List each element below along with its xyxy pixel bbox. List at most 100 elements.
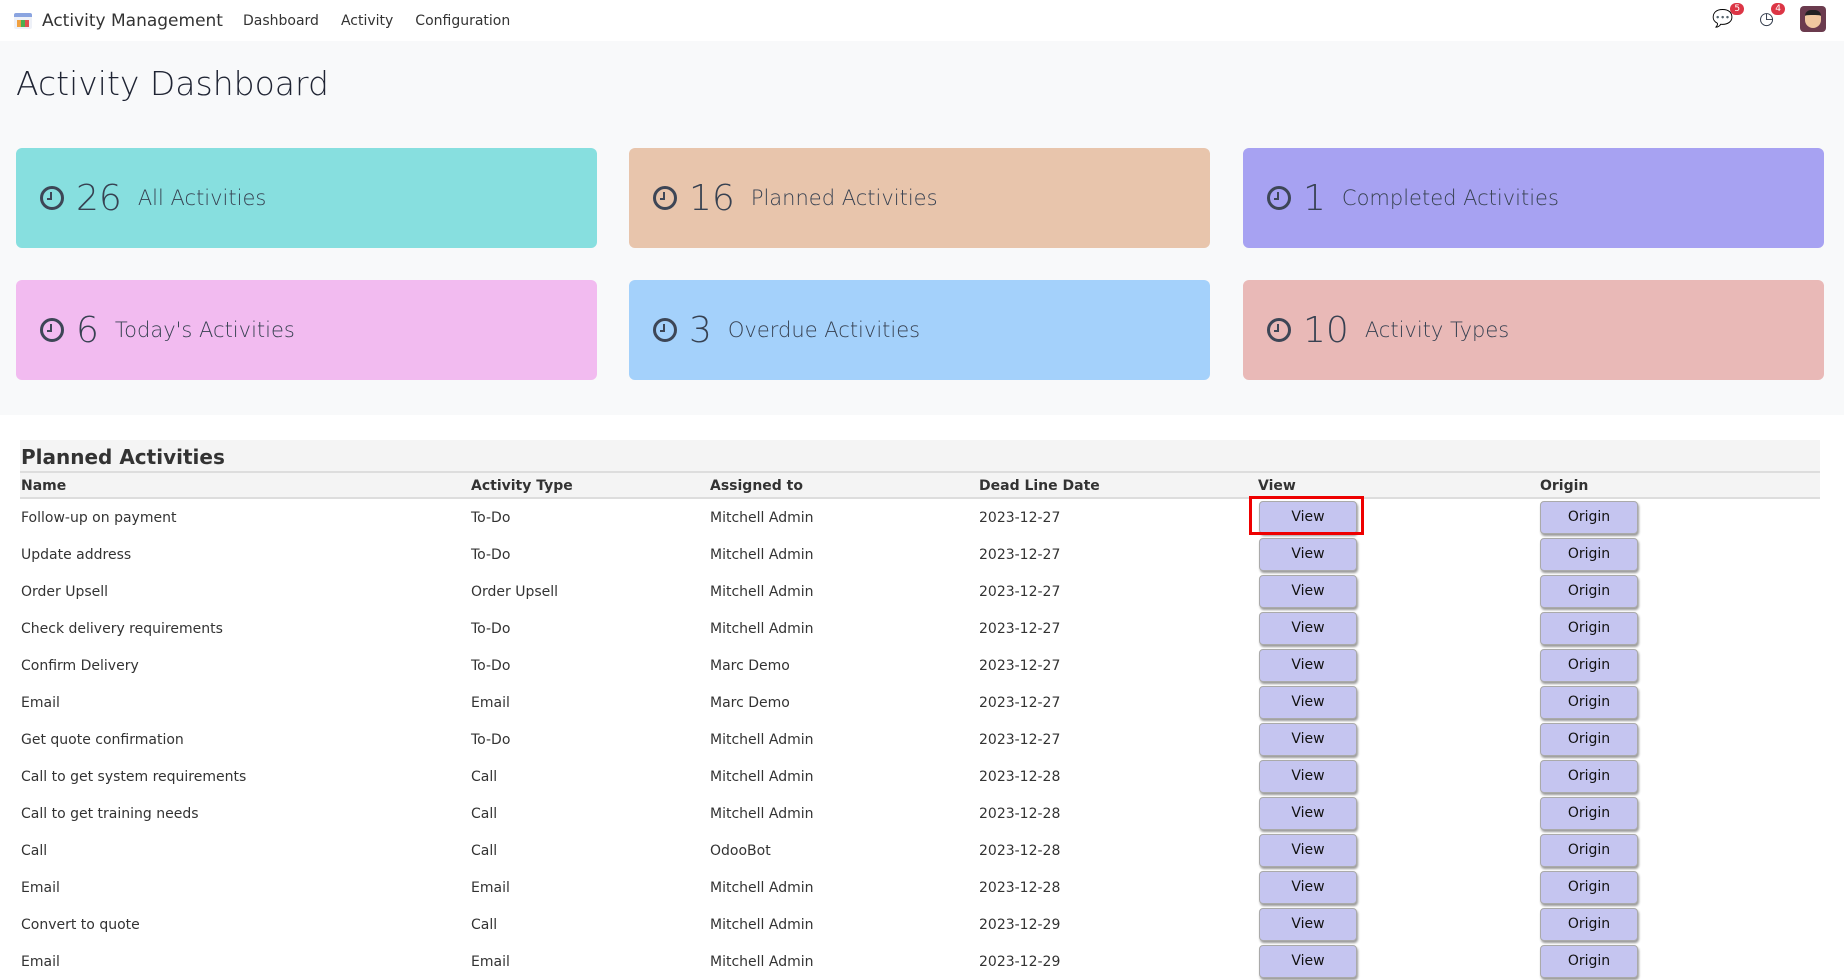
cell-deadline: 2023-12-28 — [979, 768, 1061, 785]
cell-assigned-to: Marc Demo — [710, 657, 790, 674]
table-title: Planned Activities — [20, 440, 1820, 473]
app-logo-icon[interactable] — [14, 12, 32, 29]
origin-button[interactable]: Origin — [1540, 871, 1638, 904]
table-row: Email Email Mitchell Admin 2023-12-28 View Or… — [20, 869, 1820, 906]
view-button[interactable]: View — [1259, 797, 1357, 830]
view-button[interactable]: View — [1259, 686, 1357, 719]
card-count: 3 — [689, 309, 712, 351]
origin-button[interactable]: Origin — [1540, 649, 1638, 682]
nav-dashboard[interactable]: Dashboard — [242, 12, 319, 29]
card-label: Planned Activities — [750, 186, 938, 210]
cell-name: Call to get system requirements — [21, 768, 247, 785]
app-title[interactable]: Activity Management — [42, 10, 223, 31]
cell-name: Update address — [21, 546, 132, 563]
cell-name: Convert to quote — [21, 916, 140, 933]
clock-icon — [1267, 186, 1291, 210]
cell-activity-type: Email — [471, 879, 510, 896]
table-row: Confirm Delivery To-Do Marc Demo 2023-12-27… — [20, 647, 1820, 684]
card-todays-activities[interactable]: 6 Today's Activities — [16, 280, 597, 380]
origin-button[interactable]: Origin — [1540, 686, 1638, 719]
nav-activity[interactable]: Activity — [340, 12, 394, 29]
origin-button[interactable]: Origin — [1540, 612, 1638, 645]
table-header: Name Activity Type Assigned to Dead Line… — [20, 473, 1820, 499]
cell-assigned-to: Mitchell Admin — [710, 879, 814, 896]
card-count: 1 — [1303, 177, 1326, 219]
origin-button[interactable]: Origin — [1540, 760, 1638, 793]
view-button[interactable]: View — [1259, 649, 1357, 682]
cell-name: Call — [21, 842, 48, 859]
view-button[interactable]: View — [1259, 908, 1357, 941]
clock-icon — [1267, 318, 1291, 342]
cell-assigned-to: Marc Demo — [710, 694, 790, 711]
cell-assigned-to: Mitchell Admin — [710, 916, 814, 933]
clock-icon — [653, 318, 677, 342]
origin-button[interactable]: Origin — [1540, 501, 1638, 534]
card-overdue-activities[interactable]: 3 Overdue Activities — [629, 280, 1210, 380]
origin-button[interactable]: Origin — [1540, 908, 1638, 941]
activities-clock-icon[interactable]: ◷ 4 — [1759, 3, 1785, 29]
messages-icon[interactable]: 💬 5 — [1712, 3, 1745, 29]
origin-button[interactable]: Origin — [1540, 834, 1638, 867]
cell-activity-type: Email — [471, 694, 510, 711]
view-button[interactable]: View — [1259, 945, 1357, 978]
table-row: Call to get system requirements Call Mitch… — [20, 758, 1820, 795]
card-count: 6 — [76, 309, 99, 351]
card-label: Activity Types — [1364, 318, 1510, 342]
cell-activity-type: To-Do — [471, 546, 511, 563]
page-title: Activity Dashboard — [16, 64, 329, 103]
cell-deadline: 2023-12-27 — [979, 694, 1061, 711]
cell-deadline: 2023-12-29 — [979, 916, 1061, 933]
cell-name: Call to get training needs — [21, 805, 199, 822]
cell-activity-type: To-Do — [471, 657, 511, 674]
table-row: Get quote confirmation To-Do Mitchell Admi… — [20, 721, 1820, 758]
cell-name: Check delivery requirements — [21, 620, 223, 637]
cell-name: Get quote confirmation — [21, 731, 184, 748]
cell-activity-type: Order Upsell — [471, 583, 559, 600]
cell-activity-type: Call — [471, 842, 498, 859]
view-button[interactable]: View — [1259, 612, 1357, 645]
nav-configuration[interactable]: Configuration — [415, 12, 511, 29]
origin-button[interactable]: Origin — [1540, 797, 1638, 830]
view-button[interactable]: View — [1259, 834, 1357, 867]
user-avatar[interactable] — [1800, 6, 1826, 32]
cell-assigned-to: Mitchell Admin — [710, 620, 814, 637]
origin-button[interactable]: Origin — [1540, 575, 1638, 608]
cell-name: Email — [21, 953, 60, 970]
col-assigned-to: Assigned to — [710, 478, 803, 494]
cell-deadline: 2023-12-27 — [979, 546, 1061, 563]
origin-button[interactable]: Origin — [1540, 723, 1638, 756]
view-button[interactable]: View — [1259, 871, 1357, 904]
card-label: Completed Activities — [1341, 186, 1559, 210]
cell-name: Email — [21, 879, 60, 896]
card-completed-activities[interactable]: 1 Completed Activities — [1243, 148, 1824, 248]
card-count: 26 — [76, 177, 122, 219]
cell-assigned-to: Mitchell Admin — [710, 768, 814, 785]
origin-button[interactable]: Origin — [1540, 538, 1638, 571]
view-button[interactable]: View — [1259, 723, 1357, 756]
origin-button[interactable]: Origin — [1540, 945, 1638, 978]
col-view: View — [1258, 478, 1296, 494]
cell-activity-type: Call — [471, 916, 498, 933]
table-row: Email Email Marc Demo 2023-12-27 View Origin — [20, 684, 1820, 721]
card-all-activities[interactable]: 26 All Activities — [16, 148, 597, 248]
cell-activity-type: Call — [471, 768, 498, 785]
card-planned-activities[interactable]: 16 Planned Activities — [629, 148, 1210, 248]
view-button[interactable]: View — [1259, 760, 1357, 793]
view-button[interactable]: View — [1259, 538, 1357, 571]
card-activity-types[interactable]: 10 Activity Types — [1243, 280, 1824, 380]
planned-activities-table: Planned Activities Name Activity Type As… — [20, 440, 1820, 980]
view-button[interactable]: View — [1259, 575, 1357, 608]
card-count: 16 — [689, 177, 735, 219]
cell-deadline: 2023-12-27 — [979, 620, 1061, 637]
card-label: Overdue Activities — [727, 318, 921, 342]
cell-assigned-to: Mitchell Admin — [710, 953, 814, 970]
cell-deadline: 2023-12-27 — [979, 731, 1061, 748]
card-label: Today's Activities — [114, 318, 295, 342]
messages-badge: 5 — [1730, 3, 1745, 15]
table-row: Follow-up on payment To-Do Mitchell Admin 2… — [20, 499, 1820, 536]
cell-deadline: 2023-12-27 — [979, 509, 1061, 526]
view-button[interactable]: View — [1259, 501, 1357, 534]
cell-deadline: 2023-12-28 — [979, 879, 1061, 896]
cell-activity-type: To-Do — [471, 509, 511, 526]
table-row: Call to get training needs Call Mitchell A… — [20, 795, 1820, 832]
